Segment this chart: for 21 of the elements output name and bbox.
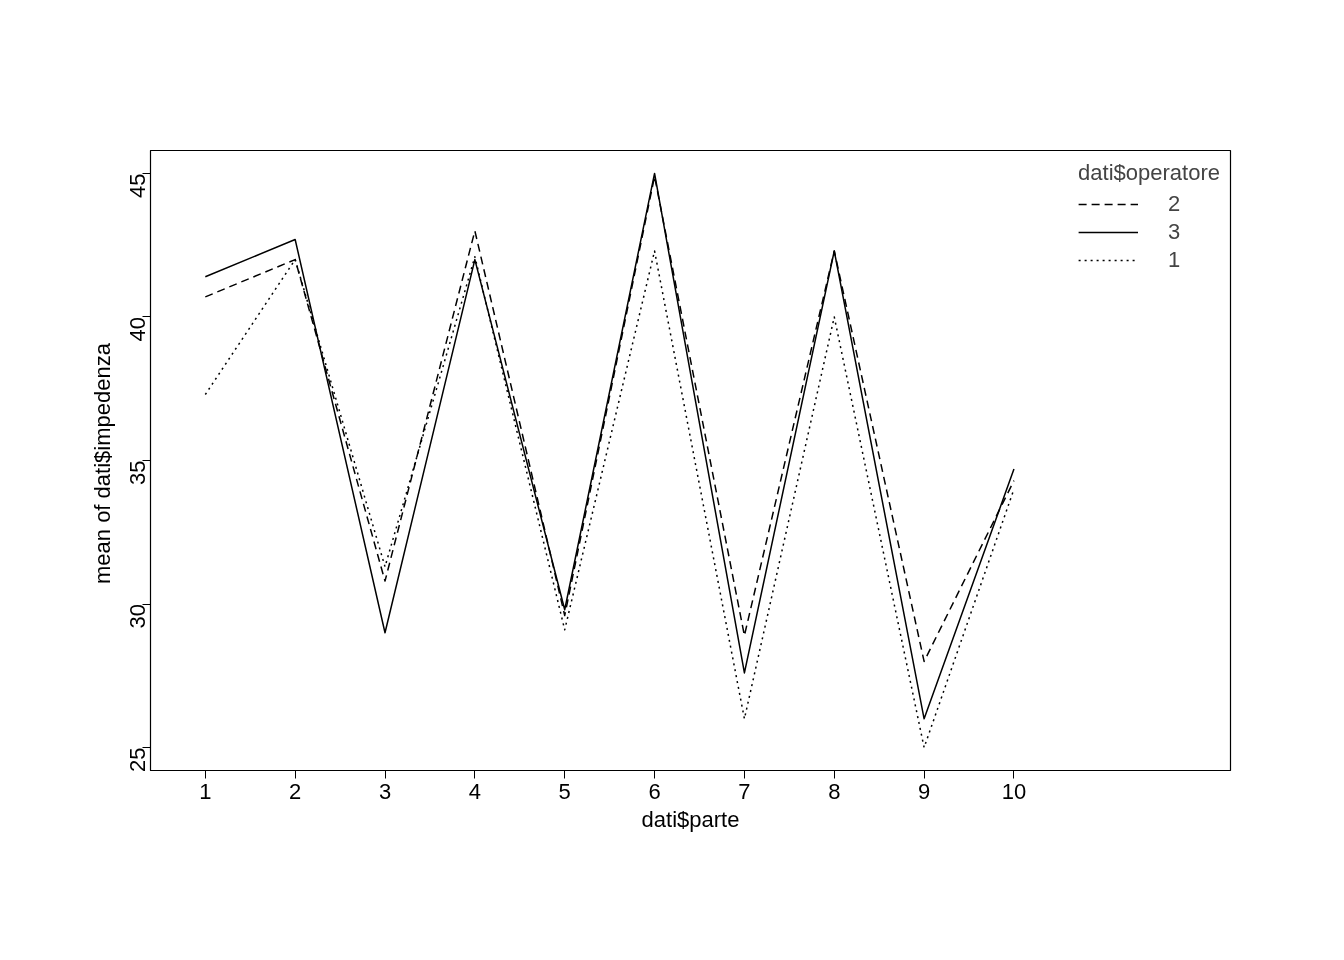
x-tick-label: 8 [828,778,841,804]
x-tick-label: 7 [738,778,751,804]
x-tick-label: 1 [199,778,212,804]
legend-label: 2 [1168,191,1182,217]
legend-label: 3 [1168,219,1182,245]
legend-title: dati$operatore [1078,160,1220,186]
y-tick-label: 30 [125,604,150,629]
x-axis-title: dati$parte [641,806,740,832]
x-tick-label: 10 [1001,778,1027,804]
x-tick-label: 2 [289,778,302,804]
x-tick-label: 4 [468,778,481,804]
legend-label: 1 [1168,247,1182,273]
y-tick-label: 40 [125,316,150,342]
y-axis-title: mean of dati$impedenza [89,342,115,585]
x-tick-label: 5 [558,778,571,804]
y-tick-label: 35 [125,460,150,485]
x-tick-label: 9 [917,778,931,804]
x-tick-label: 3 [378,778,392,804]
y-tick-label: 45 [125,173,150,198]
y-tick-label: 25 [125,747,150,773]
x-tick-label: 6 [648,778,661,804]
